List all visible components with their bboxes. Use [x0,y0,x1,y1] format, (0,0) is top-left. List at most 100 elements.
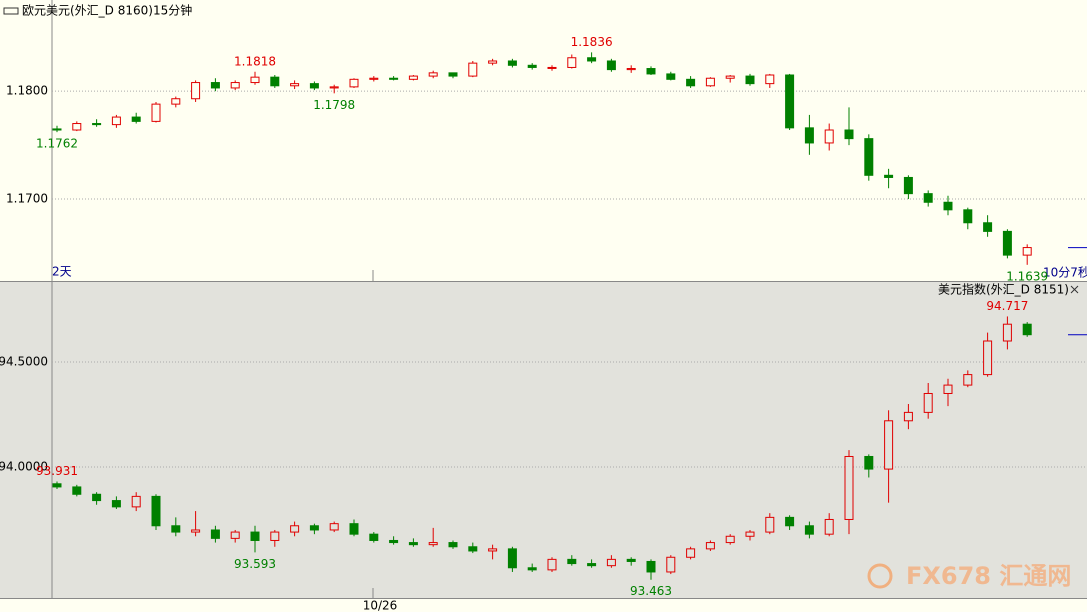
candle-body [1002,323,1012,342]
candle-body [507,548,517,569]
candle-body [131,116,141,122]
candle-body [983,222,993,232]
candle-body [270,531,280,541]
candle-body [230,531,240,539]
period-label: 2天 [52,265,72,279]
candle-body [745,75,755,85]
candle-body [943,384,953,394]
candle-body [804,525,814,535]
candle-body [666,556,676,573]
watermark: FX678 汇通网 [906,562,1071,590]
candle-body [270,76,280,87]
candle-body [369,533,379,541]
y-tick-label: 94.5000 [0,354,48,368]
candle-body [408,542,418,546]
candle-body [567,57,577,68]
candle-body [626,68,636,71]
candle-body [824,129,834,144]
candle-body [785,74,795,129]
candle-body [1022,323,1032,336]
candle-body [903,176,913,195]
candle-body [428,72,438,77]
candle-body [587,563,597,567]
title-icon [3,7,19,15]
candle-body [309,83,319,89]
candle-body [329,86,339,89]
candle-body [369,77,379,80]
candle-body [92,123,102,126]
candle-body [92,493,102,502]
candle-body [52,128,62,131]
candle-body [824,518,834,535]
top-title: 欧元美元(外汇_D 8160)15分钟 [22,3,192,18]
low-label: 1.1762 [36,137,78,151]
candle-body [884,420,894,470]
candle-body [587,57,597,62]
candle-body [1022,247,1032,256]
low-label: 1.1798 [313,98,355,112]
candle-body [309,525,319,531]
candle-body [923,392,933,413]
candle-body [171,98,181,105]
y-tick-label: 1.1700 [6,192,48,206]
candle-body [725,535,735,544]
candle-body [963,374,973,386]
candle-body [547,66,557,69]
candle-body [448,542,458,548]
bottom-title: 美元指数(外汇_D 8151) [938,282,1069,297]
candle-body [864,138,874,176]
candle-body [567,558,577,565]
candle-body [844,129,854,140]
candle-body [250,531,260,541]
timer-label: 10分7秒 [1043,266,1087,280]
candle-body [943,201,953,211]
y-tick-label: 94.0000 [0,459,48,473]
candle-body [389,539,399,544]
candle-body [151,103,161,122]
close-icon[interactable] [1070,285,1079,294]
candle-body [408,75,418,80]
candle-body [191,529,201,533]
candle-body [72,486,82,495]
candle-body [349,523,359,535]
candle-body [844,455,854,520]
candle-body [527,64,537,68]
high-label: 1.1818 [234,54,276,68]
candle-body [389,77,399,80]
candle-body [131,495,141,508]
candle-body [52,483,62,488]
candle-body [448,72,458,77]
candle-body [230,82,240,89]
candle-body [686,548,696,558]
candle-body [171,525,181,533]
candle-body [488,60,498,64]
low-label: 93.593 [234,557,276,571]
low-label: 1.1639 [1006,269,1048,283]
candle-body [111,500,121,508]
candle-body [428,542,438,546]
candle-body [646,68,656,75]
candle-body [884,174,894,178]
candle-body [864,455,874,470]
candle-body [72,123,82,131]
candle-body [1002,230,1012,256]
x-axis-bg [0,598,1087,612]
high-label: 1.1836 [571,35,613,49]
candle-body [705,77,715,87]
candle-body [349,78,359,88]
candle-body [290,83,300,87]
watermark-logo [867,563,893,589]
candle-body [705,542,715,550]
candle-body [250,76,260,84]
candle-body [745,531,755,537]
candle-body [606,558,616,567]
candle-body [210,82,220,89]
x-axis-label: 10/26 [363,599,398,613]
candle-body [191,82,201,100]
candle-body [923,193,933,203]
candle-body [151,495,161,527]
top-panel-bg [0,0,1087,282]
candle-body [646,560,656,573]
y-tick-label: 1.1800 [6,84,48,98]
